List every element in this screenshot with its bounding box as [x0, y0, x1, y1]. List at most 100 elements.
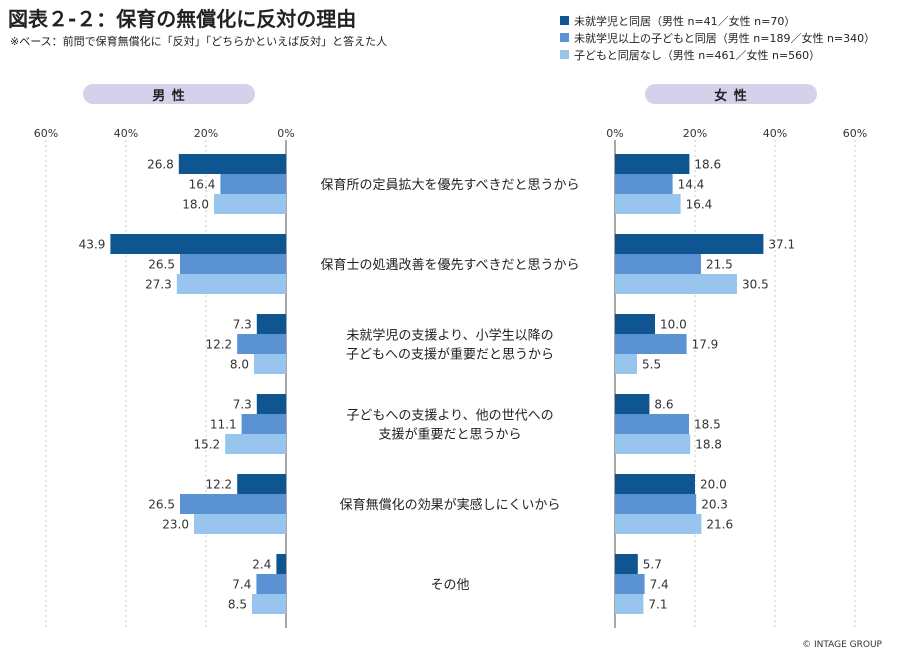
male-bar — [225, 434, 286, 454]
tick-label: 60% — [34, 127, 58, 140]
legend-swatch-series-1 — [560, 16, 569, 25]
male-bar — [110, 234, 287, 254]
female-value-label: 16.4 — [686, 198, 713, 212]
chart-subtitle: ※ベース：前問で保育無償化に「反対」「どちらかといえば反対」と答えた人 — [10, 35, 388, 48]
female-value-label: 20.3 — [701, 498, 728, 512]
male-value-label: 7.3 — [233, 318, 252, 332]
male-bar — [254, 354, 286, 374]
male-bar — [241, 414, 286, 434]
male-value-label: 8.5 — [228, 598, 247, 612]
legend: 未就学児と同居（男性 n=41／女性 n=70） 未就学児以上の子どもと同居（男… — [560, 12, 875, 63]
female-bar — [615, 574, 645, 594]
category-label: 子どもへの支援が重要だと思うから — [346, 347, 554, 363]
male-value-label: 15.2 — [193, 438, 220, 452]
tick-label: 0% — [277, 127, 294, 140]
male-value-label: 26.5 — [148, 258, 175, 272]
legend-swatch-series-2 — [560, 33, 569, 42]
female-value-label: 18.8 — [695, 438, 722, 452]
female-value-label: 37.1 — [768, 238, 795, 252]
female-value-label: 7.1 — [648, 598, 667, 612]
male-value-label: 43.9 — [79, 238, 106, 252]
male-bar — [256, 314, 286, 334]
female-bar — [615, 414, 689, 434]
female-value-label: 8.6 — [654, 398, 673, 412]
male-value-label: 23.0 — [162, 518, 189, 532]
category-label: 保育士の処遇改善を優先すべきだと思うから — [320, 257, 579, 273]
female-value-label: 17.9 — [692, 338, 719, 352]
female-bar — [615, 394, 650, 414]
female-bar — [615, 314, 655, 334]
female-value-label: 18.6 — [694, 158, 721, 172]
male-bar — [252, 594, 286, 614]
male-value-label: 7.3 — [233, 398, 252, 412]
female-value-label: 20.0 — [700, 478, 727, 492]
male-value-label: 12.2 — [205, 338, 232, 352]
male-bar — [214, 194, 286, 214]
female-value-label: 21.5 — [706, 258, 733, 272]
male-value-label: 26.8 — [147, 158, 174, 172]
female-bar — [615, 234, 764, 254]
legend-label-series-2: 未就学児以上の子どもと同居（男性 n=189／女性 n=340） — [574, 31, 876, 45]
male-bar — [178, 154, 286, 174]
male-panel-label: 男 性 — [83, 84, 255, 104]
female-value-label: 14.4 — [678, 178, 705, 192]
female-bar — [615, 274, 737, 294]
female-value-label: 18.5 — [694, 418, 721, 432]
category-label: 保育無償化の効果が実感しにくいから — [340, 497, 561, 513]
female-bar — [615, 154, 690, 174]
male-bar — [176, 274, 286, 294]
male-value-label: 2.4 — [252, 558, 271, 572]
male-bar — [256, 394, 286, 414]
category-label: 子どもへの支援より、他の世代への — [346, 409, 553, 424]
category-label: 保育所の定員拡大を優先すべきだと思うから — [320, 177, 579, 193]
category-label: 未就学児の支援より、小学生以降の — [346, 328, 553, 344]
male-bar — [180, 254, 286, 274]
male-bar — [237, 474, 286, 494]
category-label: その他 — [430, 578, 469, 593]
female-bar — [615, 514, 702, 534]
male-bar — [180, 494, 286, 514]
category-label: 支援が重要だと思うから — [378, 427, 521, 443]
legend-swatch-series-3 — [560, 50, 569, 59]
female-bar — [615, 474, 695, 494]
male-value-label: 12.2 — [205, 478, 232, 492]
male-value-label: 8.0 — [230, 358, 249, 372]
legend-item-series-1: 未就学児と同居（男性 n=41／女性 n=70） — [560, 12, 875, 29]
tick-label: 40% — [114, 127, 138, 140]
female-value-label: 21.6 — [706, 518, 733, 532]
legend-item-series-2: 未就学児以上の子どもと同居（男性 n=189／女性 n=340） — [560, 29, 875, 46]
female-bar — [615, 354, 637, 374]
female-value-label: 5.5 — [642, 358, 661, 372]
legend-label-series-3: 子どもと同居なし（男性 n=461／女性 n=560） — [574, 48, 821, 62]
male-value-label: 16.4 — [189, 178, 216, 192]
male-value-label: 7.4 — [232, 578, 251, 592]
tick-label: 20% — [194, 127, 218, 140]
female-bar — [615, 554, 638, 574]
female-bar — [615, 334, 687, 354]
legend-item-series-3: 子どもと同居なし（男性 n=461／女性 n=560） — [560, 46, 875, 63]
female-bar — [615, 494, 697, 514]
copyright: © INTAGE GROUP — [802, 640, 882, 650]
male-bar — [194, 514, 286, 534]
legend-label-series-1: 未就学児と同居（男性 n=41／女性 n=70） — [574, 14, 796, 28]
female-value-label: 7.4 — [650, 578, 669, 592]
male-value-label: 27.3 — [145, 278, 172, 292]
female-value-label: 30.5 — [742, 278, 769, 292]
female-value-label: 10.0 — [660, 318, 687, 332]
male-bar — [256, 574, 286, 594]
female-bar — [615, 594, 644, 614]
tick-label: 60% — [843, 127, 867, 140]
male-value-label: 26.5 — [148, 498, 175, 512]
tick-label: 40% — [763, 127, 787, 140]
female-bar — [615, 194, 681, 214]
tick-label: 20% — [683, 127, 707, 140]
chart-title: 図表２-２：保育の無償化に反対の理由 — [8, 7, 357, 31]
male-value-label: 18.0 — [182, 198, 209, 212]
female-panel-label: 女 性 — [645, 84, 817, 104]
female-value-label: 5.7 — [643, 558, 662, 572]
male-bar — [237, 334, 286, 354]
female-bar — [615, 174, 673, 194]
female-bar — [615, 254, 701, 274]
male-bar — [276, 554, 286, 574]
